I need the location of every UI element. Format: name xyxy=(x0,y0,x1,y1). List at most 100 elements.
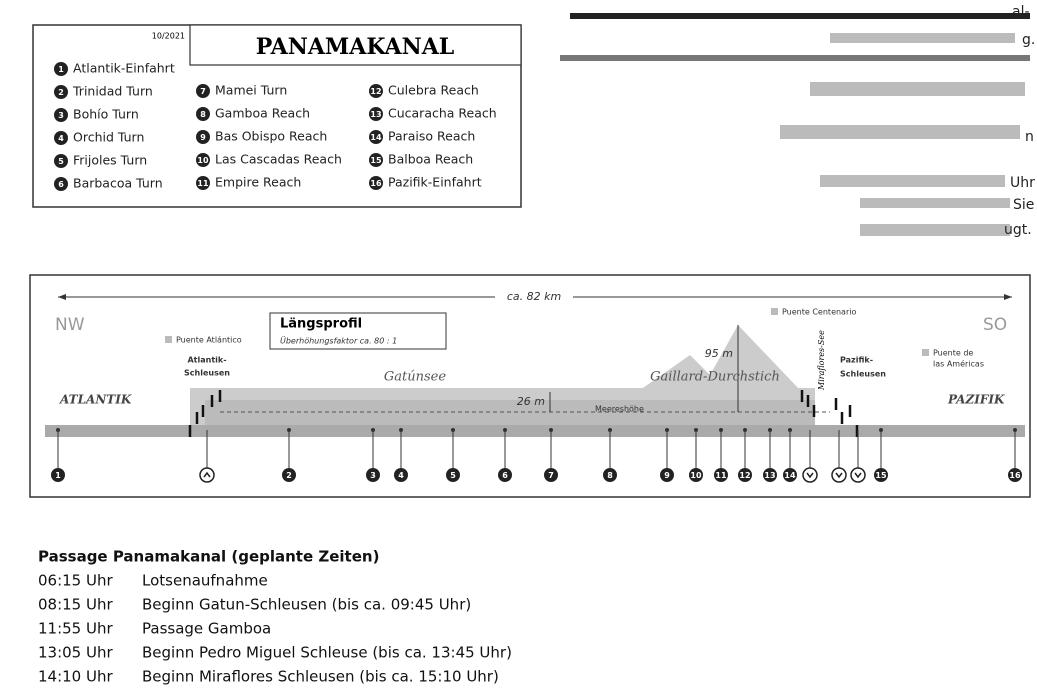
legend-item: Atlantik-Einfahrt xyxy=(73,61,175,76)
marker-dot xyxy=(503,428,507,432)
number: 13 xyxy=(370,110,381,119)
schedule-time: 11:55 Uhr xyxy=(38,620,113,638)
date: 10/2021 xyxy=(152,32,185,41)
title-box xyxy=(269,312,447,350)
number: 14 xyxy=(370,133,382,142)
number: 14 xyxy=(784,471,796,480)
label: Miraflores-See xyxy=(817,330,826,391)
legend-item: Mamei Turn xyxy=(215,83,287,98)
number-badge xyxy=(738,468,752,482)
schedule-time: 06:15 Uhr xyxy=(38,572,113,590)
number-badge xyxy=(54,108,68,122)
marker-dot xyxy=(1013,428,1017,432)
marker-dot xyxy=(743,428,747,432)
label: PAZIFIK xyxy=(947,393,1005,407)
number: 3 xyxy=(58,111,64,120)
number: 11 xyxy=(715,471,727,480)
legend-title: PANAMAKANAL xyxy=(256,34,455,60)
marker-dot xyxy=(788,428,792,432)
legend-item: Empire Reach xyxy=(215,175,301,190)
number: 9 xyxy=(664,471,670,480)
legend-item: Pazifik-Einfahrt xyxy=(388,175,482,190)
number: 2 xyxy=(58,88,64,97)
marker-dot xyxy=(399,428,403,432)
legend-item: Gamboa Reach xyxy=(215,106,310,121)
text-fragment: Uhr xyxy=(1010,175,1035,191)
marker-dot xyxy=(879,428,883,432)
number-badge xyxy=(394,468,408,482)
bridge-icon xyxy=(771,308,778,315)
marker-dot xyxy=(451,428,455,432)
number-badge xyxy=(544,468,558,482)
number-badge xyxy=(369,176,383,190)
marker-dot xyxy=(371,428,375,432)
marker-dot xyxy=(768,428,772,432)
number-badge xyxy=(54,154,68,168)
number: 10 xyxy=(197,156,209,165)
mountain xyxy=(640,325,800,390)
number-badge xyxy=(196,130,210,144)
number-badge xyxy=(54,62,68,76)
number: 6 xyxy=(502,471,508,480)
number-badge xyxy=(54,85,68,99)
number-badge xyxy=(714,468,728,482)
number: 4 xyxy=(398,471,404,480)
marker-dot xyxy=(56,428,60,432)
label: Puente de xyxy=(933,349,973,358)
nw: NW xyxy=(55,315,85,335)
number-badge xyxy=(366,468,380,482)
number: 7 xyxy=(548,471,554,480)
schedule-text: Beginn Gatun-Schleusen (bis ca. 09:45 Uh… xyxy=(142,596,471,614)
profile-title: Längsprofil xyxy=(280,317,362,332)
number-badge xyxy=(1008,468,1022,482)
distance-bg xyxy=(495,289,573,305)
lock-chevron xyxy=(806,472,814,479)
schedule-text: Beginn Pedro Miguel Schleuse (bis ca. 13… xyxy=(142,644,512,662)
legend-item: Balboa Reach xyxy=(388,152,473,167)
number: 10 xyxy=(690,471,702,480)
schedule-time: 08:15 Uhr xyxy=(38,596,113,614)
marker-dot xyxy=(719,428,723,432)
lock-marker xyxy=(831,467,847,483)
number: 12 xyxy=(739,471,750,480)
text-fragment: g. xyxy=(1022,32,1035,48)
number: 11 xyxy=(197,179,209,188)
label: Atlantik- xyxy=(187,356,226,365)
label: Puente Atlántico xyxy=(176,336,242,345)
number-badge xyxy=(54,177,68,191)
profile-box xyxy=(29,274,1031,498)
schedule-text: Passage Gamboa xyxy=(142,620,271,638)
schedule-time: 13:05 Uhr xyxy=(38,644,113,662)
label: las Américas xyxy=(933,359,984,369)
number: 15 xyxy=(875,471,887,480)
number-badge xyxy=(369,107,383,121)
bridge-icon xyxy=(922,349,929,356)
number-badge xyxy=(282,468,296,482)
text-fragment: Sie xyxy=(1013,197,1034,213)
number: 3 xyxy=(370,471,376,480)
schedule-time: 14:10 Uhr xyxy=(38,668,113,686)
number: 5 xyxy=(450,471,456,480)
number-badge xyxy=(446,468,460,482)
number: 15 xyxy=(370,156,382,165)
arrow xyxy=(1004,294,1012,300)
number-badge xyxy=(874,468,888,482)
number: 13 xyxy=(764,471,775,480)
number: 1 xyxy=(58,65,64,74)
label: Gatúnsee xyxy=(384,370,446,385)
label: 95 m xyxy=(705,347,733,360)
number: 4 xyxy=(58,134,64,143)
number-badge xyxy=(196,153,210,167)
number: 16 xyxy=(370,179,382,188)
marker-dot xyxy=(287,428,291,432)
distance: ca. 82 km xyxy=(507,290,561,303)
label: Meereshöhe xyxy=(595,405,644,414)
number: 6 xyxy=(58,180,64,189)
number: 8 xyxy=(200,110,206,119)
number: 5 xyxy=(58,157,64,166)
schedule-text: Beginn Miraflores Schleusen (bis ca. 15:… xyxy=(142,668,499,686)
marker-dot xyxy=(608,428,612,432)
number-badge xyxy=(689,468,703,482)
water xyxy=(45,425,1025,437)
